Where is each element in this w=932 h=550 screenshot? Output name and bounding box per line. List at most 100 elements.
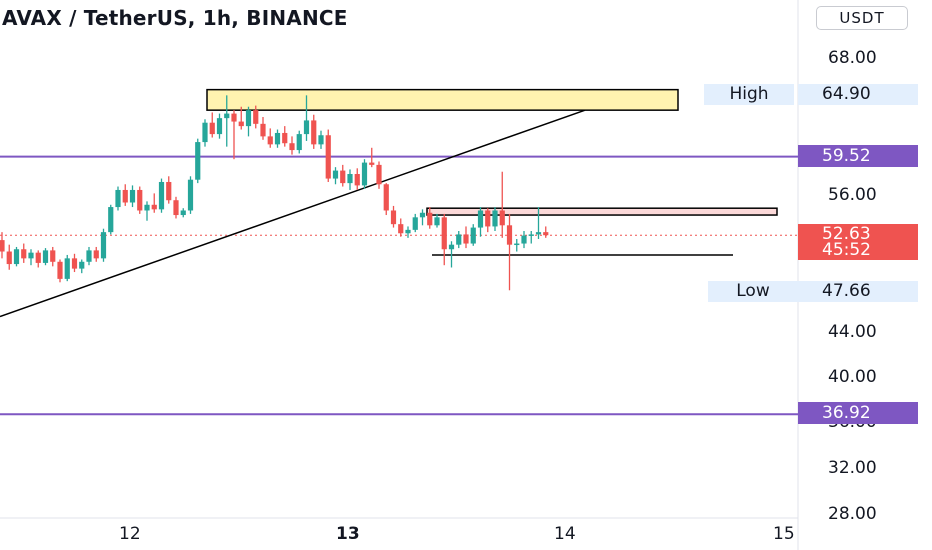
candle-body (441, 217, 447, 250)
candle-body (79, 261, 85, 269)
candle-body (282, 132, 288, 144)
candle-body (195, 142, 201, 180)
countdown-tag: 45:52 (798, 242, 918, 260)
candle-body (209, 122, 215, 135)
upper-level-price-tag: 59.52 (798, 145, 918, 167)
chart-title: AVAX / TetherUS, 1h, BINANCE (2, 6, 348, 30)
current-price-tag: 52.63 (798, 224, 918, 244)
candle-body (93, 250, 99, 259)
candle-body (151, 204, 157, 210)
candle-body (419, 212, 426, 218)
y-tick-label: 44.00 (828, 322, 877, 342)
candle-body (42, 250, 49, 263)
candle-body (6, 251, 12, 265)
x-tick-label: 12 (119, 524, 141, 544)
y-tick-label: 28.00 (828, 504, 877, 524)
candle-body (470, 227, 476, 244)
candle-body (463, 234, 469, 244)
candle-body (296, 134, 302, 151)
candle-body (376, 164, 382, 185)
low-price-tag: 47.66 (798, 281, 918, 302)
y-tick-label: 56.00 (828, 185, 877, 205)
candles (0, 95, 549, 291)
candle-body (332, 170, 339, 179)
candle-body (354, 174, 360, 186)
candle-body (398, 224, 404, 234)
candle-body (173, 200, 179, 216)
y-tick-label: 68.00 (828, 48, 877, 68)
candle-body (369, 162, 375, 165)
horizontal-levels (0, 155, 798, 416)
candle-body (485, 210, 491, 227)
candle-body (71, 258, 78, 269)
candle-body (224, 113, 230, 119)
trend-line (0, 109, 586, 318)
candle-body (100, 232, 107, 259)
candle-body (456, 234, 462, 245)
candle-body (187, 179, 194, 211)
candle-body (216, 118, 223, 135)
high-zone-rectangle (206, 88, 679, 111)
candle-body (28, 252, 34, 259)
candle-body (137, 189, 143, 211)
low-label: Low (708, 281, 798, 302)
candle-body (231, 113, 237, 122)
candle-body (289, 143, 295, 151)
candle-body (260, 123, 266, 137)
candle-body (390, 210, 397, 225)
candle-body (245, 110, 252, 127)
candle-body (506, 225, 513, 245)
candle-body (35, 252, 41, 263)
candle-body (340, 170, 346, 184)
x-tick-label: 14 (554, 524, 576, 544)
candle-body (405, 229, 411, 234)
candle-body (303, 120, 310, 135)
candle-body (514, 243, 520, 246)
candle-body (267, 136, 273, 145)
candle-body (129, 189, 136, 203)
currency-button[interactable]: USDT (816, 6, 908, 30)
candle-body (13, 249, 20, 265)
candle-body (21, 249, 27, 259)
candle-body (311, 120, 317, 145)
candle-body (64, 258, 70, 279)
candle-body (180, 210, 186, 216)
candle-body (325, 135, 331, 179)
lower-level-price-tag: 36.92 (798, 402, 918, 424)
candle-body (521, 235, 527, 244)
candle-body (543, 232, 549, 236)
candle-body (0, 240, 5, 252)
candle-body (144, 204, 150, 211)
candle-body (86, 250, 92, 262)
drawings (0, 88, 778, 318)
candle-body (412, 217, 418, 230)
candle-body (238, 121, 244, 127)
resistance-zone-rectangle (426, 207, 778, 216)
candle-body (347, 174, 353, 184)
candle-body (383, 184, 389, 211)
candle-body (202, 122, 208, 143)
candle-body (274, 132, 281, 145)
candle-body (492, 210, 498, 227)
x-tick-label: 15 (773, 524, 795, 544)
candle-body (122, 189, 128, 203)
y-tick-label: 40.00 (828, 367, 877, 387)
candle-body (477, 210, 484, 228)
x-tick-label: 13 (336, 524, 360, 544)
candle-body (115, 189, 121, 208)
candle-body (318, 135, 324, 145)
candle-body (253, 110, 259, 124)
candle-body (108, 207, 114, 233)
high-price-tag: 64.90 (798, 84, 918, 105)
candle-body (158, 181, 165, 210)
candle-body (499, 210, 505, 226)
candle-body (448, 244, 455, 250)
candle-body (361, 162, 368, 186)
candle-body (57, 261, 63, 279)
candle-body (166, 181, 172, 201)
candle-body (535, 232, 542, 235)
candle-body (427, 212, 433, 226)
candle-body (50, 250, 56, 262)
high-label: High (704, 84, 794, 105)
